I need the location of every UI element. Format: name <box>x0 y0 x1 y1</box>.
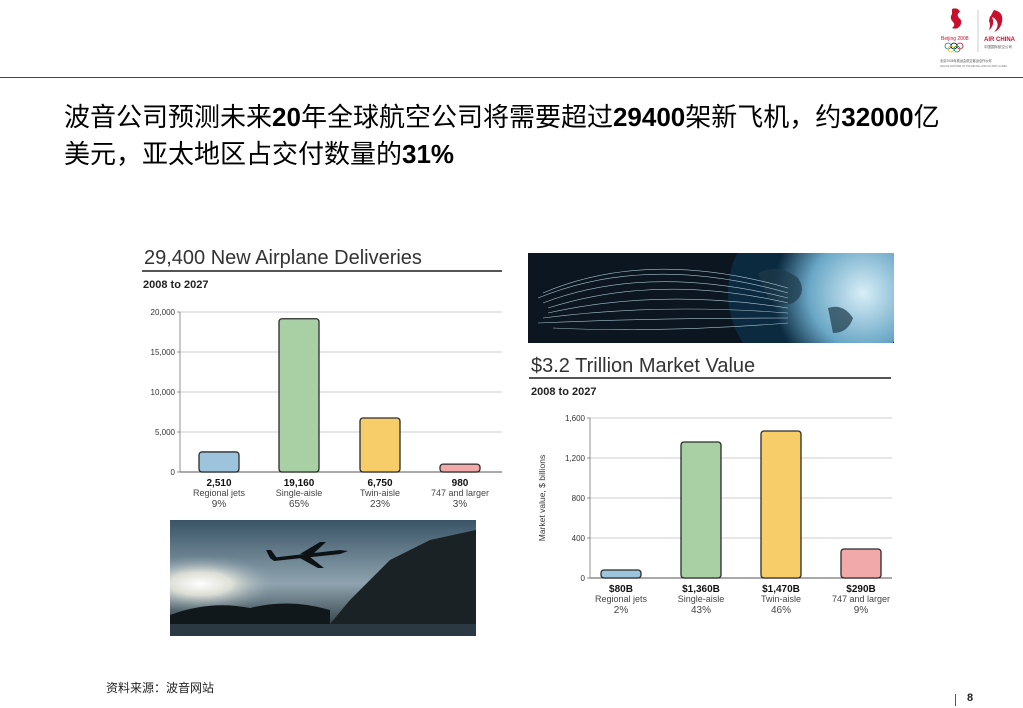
chart1-ytick-label-1: 5,000 <box>155 428 176 437</box>
chart2-category-label-1: Single-aisle <box>678 594 725 604</box>
beijing-2008-logo: Beijing 2008 <box>941 8 969 53</box>
chart2-ylabel: Market value, $ billions <box>537 455 547 541</box>
chart2-value-label-0: $80B <box>609 584 633 595</box>
airplane-image <box>170 520 476 636</box>
air-china-text: AIR CHINA <box>984 37 1016 43</box>
chart1-subtitle: 2008 to 2027 <box>143 279 209 291</box>
chart2-ytick-label-3: 1,200 <box>565 454 586 463</box>
chart1-ytick-label-0: 0 <box>171 468 176 477</box>
chart1-bar-3 <box>439 463 481 473</box>
chart1-share-label-3: 3% <box>453 499 468 510</box>
chart1-value-label-0: 2,510 <box>206 478 231 489</box>
chart2-ytick-label-1: 400 <box>572 534 586 543</box>
chart1-share-label-2: 23% <box>370 499 390 510</box>
chart2-bar-1 <box>680 441 722 579</box>
chart2-share-label-1: 43% <box>691 605 711 616</box>
chart2-category-label-3: 747 and larger <box>832 594 890 604</box>
air-china-sub-text: 中国国际航空公司 <box>984 44 1012 49</box>
air-china-logo: AIR CHINA 中国国际航空公司 <box>984 10 1016 49</box>
chart1-category-label-0: Regional jets <box>193 488 246 498</box>
page-number: 8 <box>967 692 974 704</box>
chart1-title-rule <box>142 270 502 272</box>
globe-photo <box>528 253 894 343</box>
chart2-value-label-1: $1,360B <box>682 584 720 595</box>
title-part-6: 亿美元，亚太地区占交付数量的 <box>64 103 940 170</box>
header-divider <box>0 77 1023 78</box>
chart1-bar-1 <box>278 318 320 473</box>
title-part-2: 年全球航空公司将需要超过 <box>300 103 613 133</box>
partner-line-en: AIRLINE PARTNER OF THE BEIJING 2008 OLYM… <box>940 65 1007 68</box>
title-part-7: 31% <box>402 139 455 169</box>
source-note: 资料来源：波音网站 <box>106 681 215 695</box>
chart2-share-label-3: 9% <box>854 605 869 616</box>
globe-image <box>528 253 894 343</box>
chart2-ytick-label-4: 1,600 <box>565 414 586 423</box>
chart2-bar-0 <box>600 569 642 579</box>
chart1-bar-0 <box>198 451 240 473</box>
chart1-category-label-2: Twin-aisle <box>360 488 400 498</box>
chart1-ytick-label-3: 15,000 <box>151 348 176 357</box>
chart1-value-label-2: 6,750 <box>367 478 392 489</box>
logo-svg: Beijing 2008 AIR CHINA 中国国际航空公司 北京2008年奥… <box>940 8 1016 68</box>
chart2-share-label-0: 2% <box>614 605 629 616</box>
chart1-category-label-1: Single-aisle <box>276 488 323 498</box>
chart1-share-label-1: 65% <box>289 499 309 510</box>
chart2-market-value: 0 400 800 1,200 1,600 Market value, $ billion… <box>537 414 892 616</box>
chart2-ytick-label-2: 800 <box>572 494 586 503</box>
chart2-value-label-2: $1,470B <box>762 584 800 595</box>
chart2-title: $3.2 Trillion Market Value <box>531 355 756 377</box>
chart2-subtitle: 2008 to 2027 <box>531 386 597 398</box>
chart2-category-label-2: Twin-aisle <box>761 594 801 604</box>
title-part-5: 32000 <box>841 102 914 132</box>
chart2-value-label-3: $290B <box>846 584 875 595</box>
chart2-category-label-0: Regional jets <box>595 594 648 604</box>
title-part-4: 架新飞机，约 <box>685 103 842 133</box>
chart2-bar-3 <box>840 548 882 579</box>
chart2-ytick-label-0: 0 <box>581 574 586 583</box>
chart2-share-label-2: 46% <box>771 605 791 616</box>
chart1-share-label-0: 9% <box>212 499 227 510</box>
chart1-ytick-label-2: 10,000 <box>151 388 176 397</box>
chart1-value-label-3: 980 <box>452 478 469 489</box>
chart1-category-label-3: 747 and larger <box>431 488 489 498</box>
partner-line: 北京2008年奥运会航空客运合作伙伴 <box>940 58 993 63</box>
chart1-title: 29,400 New Airplane Deliveries <box>144 247 422 269</box>
beijing-2008-text: Beijing 2008 <box>941 36 969 42</box>
airplane-silhouette <box>266 542 348 568</box>
title-part-1: 20 <box>272 102 301 132</box>
title-part-0: 波音公司预测未来 <box>64 103 273 133</box>
header-logos: Beijing 2008 AIR CHINA 中国国际航空公司 北京2008年奥… <box>938 6 1020 72</box>
chart1-ytick-label-4: 20,000 <box>151 308 176 317</box>
slide-title: 波音公司预测未来20年全球航空公司将需要超过29400架新飞机，约32000亿美… <box>64 99 944 173</box>
chart1-bar-2 <box>359 417 401 473</box>
chart1-value-label-1: 19,160 <box>284 478 315 489</box>
chart2-title-rule <box>529 377 891 379</box>
chart2-bar-2 <box>760 430 802 579</box>
title-part-3: 29400 <box>612 102 686 132</box>
airplane-photo <box>170 520 476 636</box>
page-number-bar <box>955 694 956 706</box>
